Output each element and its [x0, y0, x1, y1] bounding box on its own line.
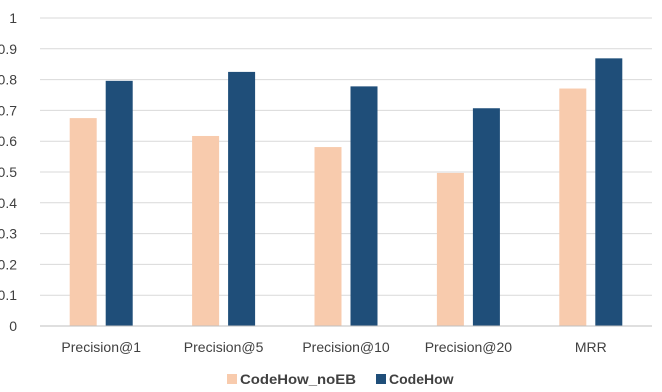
y-tick-label: 0.1 — [0, 287, 17, 303]
y-tick-label: 0.5 — [0, 164, 17, 180]
bar-codehow-noeb-precision-5 — [192, 135, 220, 326]
y-tick-label: 0.6 — [0, 133, 17, 149]
y-tick-label: 0.4 — [0, 195, 17, 211]
bar-codehow-noeb-precision-10 — [314, 147, 342, 326]
bar-codehow-precision-5 — [228, 71, 256, 327]
bar-codehow-precision-10 — [350, 86, 378, 326]
bar-codehow-mrr — [595, 58, 623, 327]
bar-codehow-noeb-precision-20 — [436, 172, 464, 326]
y-tick-label: 0.3 — [0, 226, 17, 242]
x-category-label: Precision@20 — [425, 339, 513, 355]
y-tick-label: 0.2 — [0, 256, 17, 272]
x-category-label: MRR — [575, 339, 607, 355]
bar-codehow-noeb-mrr — [559, 88, 587, 326]
gridlines — [40, 17, 652, 296]
y-tick-label: 0.7 — [0, 102, 17, 118]
y-tick-label: 0.9 — [0, 41, 17, 57]
legend-swatch-codehow-noeb — [227, 374, 237, 384]
y-tick-label: 1 — [9, 10, 17, 26]
x-category-label: Precision@5 — [184, 339, 264, 355]
x-category-label: Precision@1 — [61, 339, 141, 355]
y-tick-label: 0 — [9, 318, 17, 334]
x-category-label: Precision@10 — [302, 339, 390, 355]
bar-codehow-precision-1 — [105, 80, 133, 326]
legend: CodeHow_noEB CodeHow — [227, 371, 454, 387]
y-axis-ticks: 0 0.1 0.2 0.3 0.4 0.5 0.6 0.7 0.8 0.9 1 — [0, 10, 17, 334]
bar-codehow-noeb-precision-1 — [69, 118, 97, 326]
legend-swatch-codehow — [376, 374, 386, 384]
legend-label-codehow-noeb: CodeHow_noEB — [240, 371, 356, 387]
bar-codehow-precision-20 — [472, 108, 500, 326]
bars — [69, 58, 623, 327]
x-axis-categories: Precision@1 Precision@5 Precision@10 Precis… — [61, 339, 606, 355]
legend-label-codehow: CodeHow — [389, 371, 454, 387]
y-tick-label: 0.8 — [0, 72, 17, 88]
